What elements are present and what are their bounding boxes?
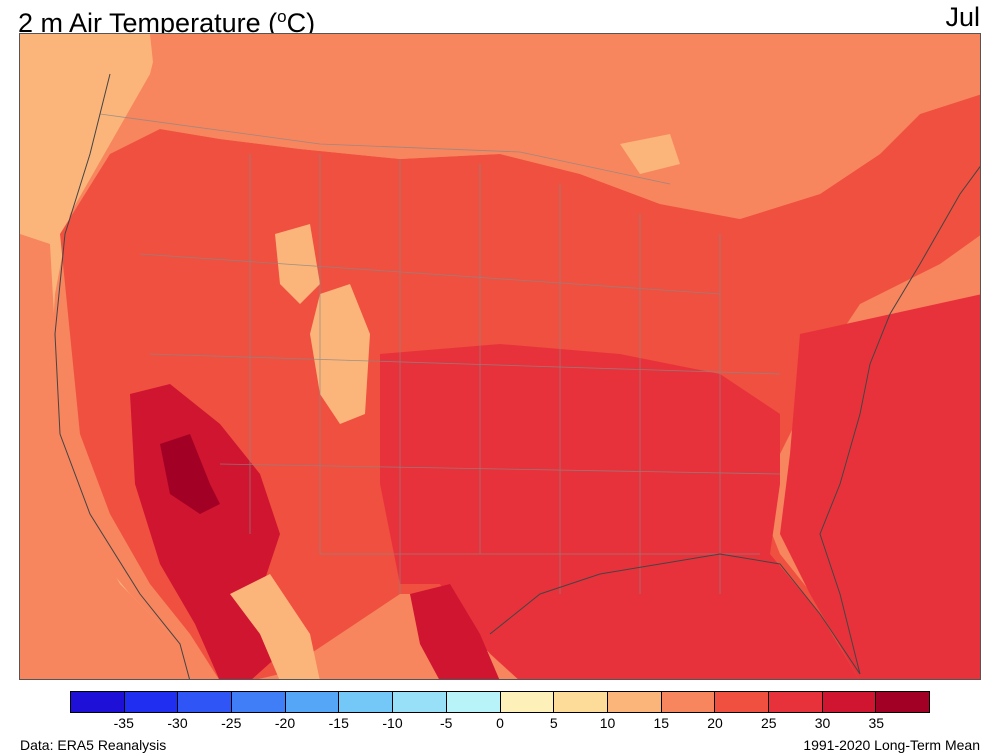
colorbar-tick-label: -20 [274, 715, 296, 731]
colorbar-bin-2 [178, 692, 233, 712]
colorbar-bin-3 [232, 692, 286, 712]
colorbar-tick-label: 30 [814, 715, 831, 731]
colorbar-bin-12 [715, 692, 769, 712]
data-source-label: Data: ERA5 Reanalysis [20, 737, 167, 753]
colorbar-tick-label: -35 [113, 715, 134, 731]
month-label: Jul [945, 2, 980, 32]
colorbar-bin-4 [285, 692, 340, 712]
colorbar-tick-label: -15 [328, 715, 349, 731]
colorbar-bin-8 [500, 692, 555, 712]
period-label: 1991-2020 Long-Term Mean [803, 737, 980, 753]
border-us-canada [99, 113, 671, 185]
colorbar-bin-0 [71, 692, 125, 712]
colorbar-tick-label: -25 [221, 715, 242, 731]
colorbar-bin-13 [768, 692, 823, 712]
state-line-9 [149, 353, 781, 375]
hudson-cool [620, 134, 680, 174]
colorbar-bin-9 [554, 692, 608, 712]
colorbar-bin-7 [446, 692, 501, 712]
texas-desert [410, 584, 500, 679]
colorbar-bin-10 [607, 692, 662, 712]
state-line-8 [139, 253, 721, 295]
colorbar-ticks: -35 -30 -25 -20 -15 -10 -5 0 5 10 15 20 25 30 35 [70, 714, 930, 732]
highland-cool [230, 574, 320, 679]
colorbar-bin-15 [876, 692, 929, 712]
pacific-coastline [54, 73, 190, 679]
canada-north [150, 34, 980, 219]
state-line-10 [219, 463, 781, 475]
boundaries [99, 113, 781, 594]
colorbar-bin-11 [661, 692, 716, 712]
colorbar-tick-label: 5 [549, 715, 558, 731]
colorbar-tick-label: 0 [496, 715, 504, 731]
colorbar-tick-label: 15 [653, 715, 670, 731]
colorbar-bin-6 [393, 692, 447, 712]
pacific-ocean [20, 234, 170, 679]
atlantic-hot [780, 294, 980, 679]
colorbar-tick-label: 25 [760, 715, 777, 731]
colorbar [70, 691, 930, 713]
colorbar-tick-label: -10 [382, 715, 403, 731]
colorbar-tick-label: -5 [440, 715, 453, 731]
colorbar-bin-5 [339, 692, 394, 712]
desert-core [160, 434, 220, 514]
colorbar-tick-label: 35 [868, 715, 885, 731]
rockies-cool [310, 284, 370, 424]
colorbar-bin-1 [124, 692, 179, 712]
degree-symbol: o [277, 7, 287, 26]
gulf-coastline [489, 553, 861, 675]
colorbar-tick-label: 10 [599, 715, 616, 731]
map-canvas [20, 34, 980, 679]
temperature-map [19, 33, 981, 680]
sierra-cool [275, 224, 320, 304]
coastlines [54, 73, 980, 679]
colorbar-bin-14 [822, 692, 877, 712]
colorbar-tick-label: 20 [707, 715, 723, 731]
atlantic-coastline [819, 165, 980, 675]
southern-plains-hot [380, 344, 859, 679]
colorbar-tick-label: -30 [167, 715, 188, 731]
